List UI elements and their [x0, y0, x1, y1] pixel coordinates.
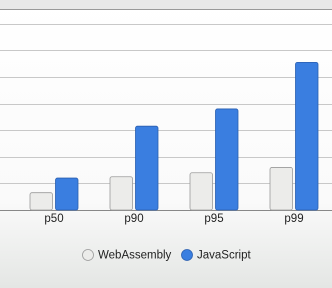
- legend-item: JavaScript: [181, 249, 251, 262]
- legend-label: WebAssembly: [98, 250, 172, 262]
- plot-area: p50 p90 p95 p99: [0, 24, 332, 225]
- x-tick-label: p99: [284, 213, 303, 225]
- bar: [269, 167, 293, 211]
- bar: [295, 61, 319, 211]
- x-tick-label: p95: [204, 213, 223, 225]
- top-frame: [0, 0, 332, 9]
- bar: [29, 192, 53, 211]
- bar: [55, 177, 79, 211]
- bar: [109, 176, 133, 211]
- legend-label: JavaScript: [197, 250, 251, 262]
- bar: [189, 172, 213, 211]
- legend-swatch: [181, 249, 193, 261]
- x-tick-label: p90: [124, 213, 143, 225]
- bar: [215, 108, 239, 211]
- x-tick-label: p50: [44, 213, 63, 225]
- legend-item: WebAssembly: [82, 249, 172, 262]
- legend-swatch: [82, 249, 94, 261]
- bar: [135, 125, 159, 211]
